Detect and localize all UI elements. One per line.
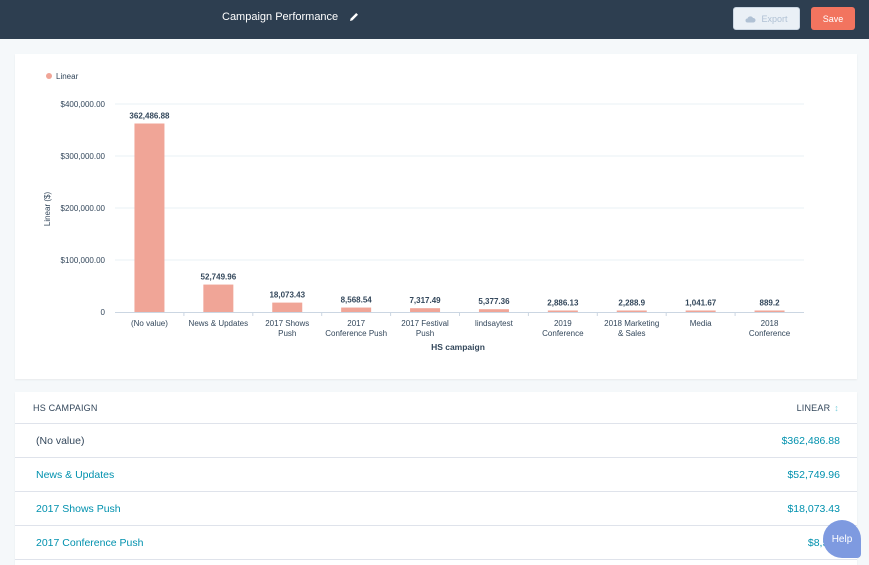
legend-label: Linear [56, 72, 79, 81]
x-tick-label: & Sales [618, 329, 646, 338]
column-header-campaign[interactable]: HS CAMPAIGN [33, 403, 98, 413]
bar[interactable] [685, 310, 716, 313]
y-tick-label: $200,000.00 [61, 204, 106, 213]
x-tick-label: (No value) [131, 319, 168, 328]
bar-value-label: 889.2 [760, 299, 781, 308]
y-tick-label: $400,000.00 [61, 100, 106, 109]
y-tick-label: $100,000.00 [61, 256, 106, 265]
gridlines [115, 103, 804, 261]
top-bar: Campaign Performance Export Save [0, 0, 869, 39]
bar-value-label: 52,749.96 [201, 273, 237, 282]
bar-value-label: 18,073.43 [269, 291, 305, 300]
bar[interactable] [410, 308, 441, 312]
x-tick-label: 2017 Festival [401, 319, 449, 328]
y-axis-title: Linear ($) [43, 192, 52, 227]
y-tick-label: $300,000.00 [61, 152, 106, 161]
x-axis-title: HS campaign [431, 342, 485, 352]
bar[interactable] [547, 310, 578, 312]
x-tick-label: Media [690, 319, 712, 328]
bar-value-label: 2,886.13 [547, 298, 579, 307]
bar[interactable] [134, 123, 165, 312]
help-button[interactable]: Help [823, 520, 861, 558]
data-table: HS CAMPAIGN LINEAR ↕ (No value) $362,486… [15, 392, 857, 565]
sort-icon: ↕ [834, 403, 839, 413]
x-tick-label: 2017 Shows [265, 319, 309, 328]
export-label: Export [761, 13, 788, 24]
pencil-icon[interactable] [348, 11, 360, 23]
bar-value-label: 7,317.49 [409, 296, 441, 305]
title-area: Campaign Performance [222, 11, 360, 23]
bar-chart: 0 $100,000.00 $200,000.00 $300,000.00 $400,0… [43, 72, 804, 352]
x-tick-label: lindsaytest [475, 319, 514, 328]
bar-value-label: 2,288.9 [618, 299, 645, 308]
bar[interactable] [754, 310, 785, 313]
report-title: Campaign Performance [222, 11, 339, 23]
campaign-link[interactable]: 2017 Conference Push [36, 537, 144, 549]
x-tick-label: 2019 [554, 319, 572, 328]
bar[interactable] [616, 310, 647, 313]
bars: 362,486.88 52,749.96 18,073.43 8,568.54 7,31… [129, 112, 785, 313]
campaign-link[interactable]: 2017 Shows Push [36, 503, 121, 515]
x-axis: (No value) News & Updates 2017 ShowsPush20… [115, 312, 804, 338]
export-button[interactable]: Export [733, 7, 800, 30]
column-header-linear-label: LINEAR [796, 403, 831, 413]
x-tick-label: Conference [542, 329, 584, 338]
bar[interactable] [272, 302, 303, 312]
campaign-value: $362,486.88 [781, 435, 840, 447]
campaign-link[interactable]: News & Updates [36, 469, 115, 481]
y-tick-label: 0 [101, 308, 106, 317]
x-tick-label: Conference Push [325, 329, 387, 338]
campaign-name: (No value) [36, 435, 85, 447]
column-header-linear[interactable]: LINEAR ↕ [797, 403, 839, 413]
x-tick-label: Push [278, 329, 296, 338]
bar-value-label: 5,377.36 [478, 297, 510, 306]
table-row: 2017 Conference Push $8,568 [15, 526, 857, 560]
chart-card: 0 $100,000.00 $200,000.00 $300,000.00 $400,0… [15, 54, 857, 379]
table-row: (No value) $362,486.88 [15, 424, 857, 458]
bar-value-label: 1,041.67 [685, 299, 717, 308]
bar[interactable] [341, 307, 372, 312]
campaign-value: $52,749.96 [787, 469, 840, 481]
x-tick-label: 2018 Marketing [604, 319, 659, 328]
y-axis: 0 $100,000.00 $200,000.00 $300,000.00 $400,0… [61, 100, 106, 317]
x-tick-label: News & Updates [189, 319, 249, 328]
campaign-value: $18,073.43 [787, 503, 840, 515]
save-button[interactable]: Save [811, 7, 855, 30]
x-tick-label: Conference [749, 329, 791, 338]
bar[interactable] [478, 309, 509, 312]
table-row: 2017 Shows Push $18,073.43 [15, 492, 857, 526]
legend-marker [46, 73, 52, 79]
x-tick-label: 2017 [347, 319, 365, 328]
x-tick-label: 2018 [761, 319, 779, 328]
cloud-icon [745, 15, 756, 22]
x-tick-label: Push [416, 329, 434, 338]
table-header: HS CAMPAIGN LINEAR ↕ [15, 392, 857, 424]
table-row: News & Updates $52,749.96 [15, 458, 857, 492]
bar-value-label: 8,568.54 [341, 296, 373, 305]
bar-value-label: 362,486.88 [129, 112, 170, 121]
bar[interactable] [203, 284, 234, 312]
